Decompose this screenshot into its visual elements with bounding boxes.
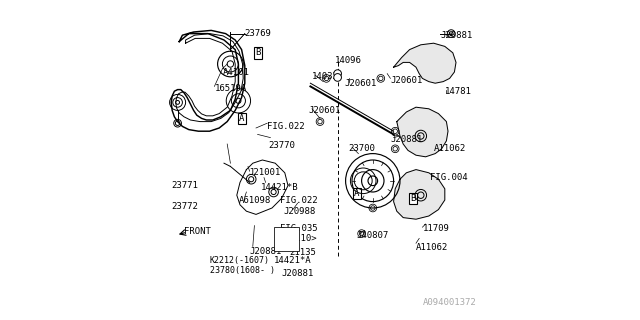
Text: A094001372: A094001372	[423, 298, 477, 307]
Text: 23769: 23769	[245, 29, 271, 38]
Text: B: B	[410, 194, 415, 203]
Text: J20601: J20601	[390, 76, 422, 84]
Text: FIG.035: FIG.035	[280, 224, 317, 233]
Text: J20601: J20601	[344, 79, 376, 88]
Text: J20881: J20881	[390, 135, 422, 144]
Polygon shape	[394, 43, 456, 83]
FancyBboxPatch shape	[274, 227, 300, 251]
Polygon shape	[394, 170, 445, 219]
Text: 11709: 11709	[422, 224, 449, 233]
Text: 23771: 23771	[172, 181, 198, 190]
Text: K2212(-1607): K2212(-1607)	[210, 256, 269, 265]
Text: J20881: J20881	[250, 247, 282, 256]
Text: 14421*B: 14421*B	[261, 183, 298, 192]
Text: J40807: J40807	[357, 231, 389, 240]
Text: 16519A: 16519A	[214, 84, 246, 92]
Text: A61098: A61098	[239, 196, 271, 204]
Text: A: A	[354, 189, 360, 198]
Text: A: A	[239, 114, 244, 123]
Text: A11062: A11062	[434, 144, 466, 153]
Text: 23770: 23770	[269, 141, 296, 150]
Text: 23700: 23700	[349, 144, 376, 153]
Text: J20881: J20881	[440, 31, 472, 40]
Text: A4101: A4101	[223, 68, 249, 76]
Text: J20881: J20881	[282, 269, 314, 278]
Text: FIG.004: FIG.004	[430, 173, 468, 182]
Text: 14096: 14096	[334, 56, 361, 65]
Text: FIG.022: FIG.022	[268, 122, 305, 131]
Text: FIG.022: FIG.022	[280, 196, 317, 204]
Text: 23780(1608- ): 23780(1608- )	[210, 266, 275, 275]
Circle shape	[334, 70, 342, 77]
Text: 21135: 21135	[290, 248, 316, 257]
Text: B: B	[255, 48, 260, 57]
Text: J20988: J20988	[283, 207, 316, 216]
Text: J20601: J20601	[309, 106, 341, 115]
Circle shape	[334, 74, 342, 81]
Text: 23772: 23772	[172, 202, 198, 211]
Text: 14781: 14781	[445, 87, 472, 96]
Text: <21110>: <21110>	[280, 234, 317, 243]
Text: A11062: A11062	[416, 244, 448, 252]
Text: FRONT: FRONT	[184, 228, 211, 236]
Polygon shape	[397, 107, 448, 157]
Text: 14032: 14032	[312, 72, 339, 81]
Text: 14421*A: 14421*A	[274, 256, 311, 265]
Text: J21001: J21001	[248, 168, 280, 177]
